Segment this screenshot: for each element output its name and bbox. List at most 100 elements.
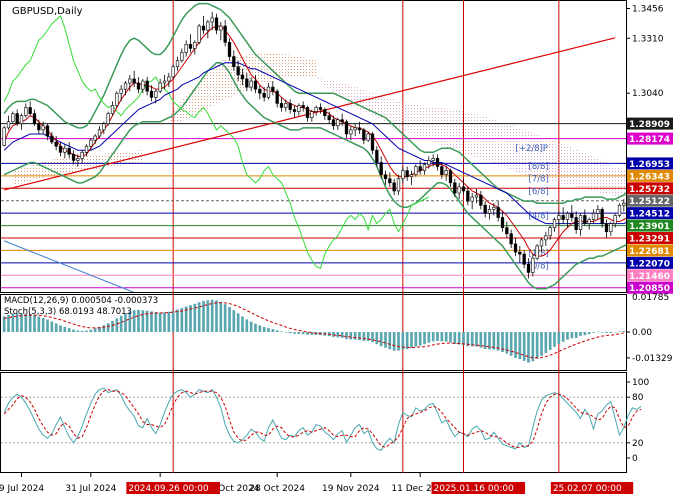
macd-bar-89	[388, 332, 392, 350]
macd-bar-132	[574, 332, 578, 338]
macd-bar-116	[505, 332, 509, 354]
murrey-label-0: [+2/8]P	[516, 144, 549, 154]
price-level-tag-2	[627, 157, 673, 170]
price-level-tag-3	[627, 169, 673, 182]
candle-body-113	[492, 206, 496, 210]
macd-bar-90	[392, 332, 396, 351]
candle-body-77	[336, 119, 340, 127]
macd-bar-22	[98, 326, 101, 333]
candle-body-84	[366, 133, 370, 141]
candle-body-82	[357, 127, 362, 131]
candle-body-3	[15, 113, 19, 125]
candle-body-108	[470, 196, 474, 202]
candle-body-125	[544, 235, 548, 241]
candle-body-62	[271, 86, 275, 92]
candle-body-67	[292, 109, 297, 112]
macd-bar-140	[609, 332, 613, 333]
candle-body-120	[522, 253, 526, 265]
macd-bar-142	[618, 331, 621, 333]
candle-body-95	[414, 166, 418, 175]
macd-bar-124	[540, 332, 543, 356]
candle-body-35	[154, 90, 158, 98]
macd-bar-23	[102, 325, 106, 333]
candle-body-20	[89, 139, 93, 147]
price-level-label-11: 1.21460	[629, 272, 670, 282]
candle-body-42	[184, 44, 188, 53]
candle-body-136	[591, 213, 596, 220]
macd-title: MACD(12,26,9) 0.000504 -0.000373	[4, 296, 158, 306]
macd-bar-56	[245, 319, 249, 333]
macd-bar-95	[414, 332, 418, 347]
candle-body-133	[578, 215, 583, 230]
macd-bar-30	[132, 310, 136, 333]
macd-bar-15	[67, 328, 71, 333]
candle-body-91	[396, 178, 401, 192]
candle-body-27	[119, 88, 123, 94]
y-tick-label-2: 1.3040	[632, 89, 664, 99]
candle-body-60	[262, 92, 266, 98]
macd-bar-17	[76, 330, 80, 333]
candle-body-34	[149, 90, 154, 98]
macd-bar-27	[119, 315, 123, 333]
candle-body-24	[106, 113, 110, 125]
candle-body-25	[110, 105, 115, 114]
macd-bar-135	[587, 332, 591, 335]
y-tick-label-0: 1.3456	[632, 5, 664, 15]
candle-body-46	[201, 25, 206, 31]
macd-bar-47	[206, 300, 210, 333]
candle-body-131	[570, 213, 574, 218]
macd-bar-65	[284, 332, 288, 333]
macd-bar-139	[605, 332, 608, 333]
candle-body-8	[37, 123, 41, 131]
price-level-tag-5	[627, 194, 673, 207]
macd-bar-100	[436, 332, 439, 341]
macd-bar-107	[466, 332, 470, 347]
price-level-label-1: 1.28174	[629, 135, 670, 145]
candle-body-65	[284, 103, 288, 108]
x-highlight-bg-2	[550, 482, 634, 494]
candle-body-79	[344, 121, 349, 135]
candle-body-129	[561, 215, 565, 220]
macd-bar-99	[431, 332, 435, 342]
macd-bar-33	[145, 310, 149, 333]
macd-bar-85	[371, 332, 374, 343]
candle-body-21	[93, 135, 97, 141]
candle-body-94	[409, 174, 414, 178]
candle-body-80	[349, 129, 353, 135]
macd-bar-10	[46, 319, 49, 333]
macd-bar-35	[154, 312, 158, 333]
macd-bar-25	[111, 320, 114, 333]
price-level-tag-4	[627, 182, 673, 195]
candle-body-14	[63, 147, 67, 153]
macd-bar-79	[345, 332, 348, 340]
macd-bar-112	[488, 332, 491, 350]
candle-body-61	[266, 86, 271, 98]
macd-bar-77	[336, 332, 340, 338]
candle-body-104	[453, 182, 457, 194]
macd-bar-20	[89, 329, 93, 333]
x-label-3: 28 Oct 2024	[249, 484, 305, 494]
macd-bar-18	[80, 330, 84, 333]
price-level-tag-7	[627, 219, 673, 232]
macd-bar-88	[384, 332, 387, 348]
macd-bar-119	[518, 332, 522, 360]
candle-body-139	[604, 223, 609, 233]
candle-body-7	[32, 113, 37, 125]
candle-body-51	[223, 25, 227, 43]
candle-body-52	[227, 42, 232, 57]
macd-bar-38	[167, 311, 171, 333]
x-label-0: 9 Jul 2024	[0, 484, 44, 494]
macd-bar-54	[236, 313, 240, 333]
price-level-label-3: 1.26343	[629, 172, 670, 182]
candle-body-86	[375, 149, 379, 163]
macd-bar-128	[557, 332, 561, 344]
macd-bar-19	[85, 330, 88, 333]
candle-body-39	[171, 66, 175, 78]
macd-bar-131	[570, 332, 574, 339]
macd-bar-111	[483, 332, 487, 349]
x-label-1: 31 Jul 2024	[65, 484, 116, 494]
macd-bar-143	[622, 331, 626, 333]
murrey-label-1: [8/8]	[529, 162, 549, 172]
candle-body-127	[552, 219, 557, 228]
